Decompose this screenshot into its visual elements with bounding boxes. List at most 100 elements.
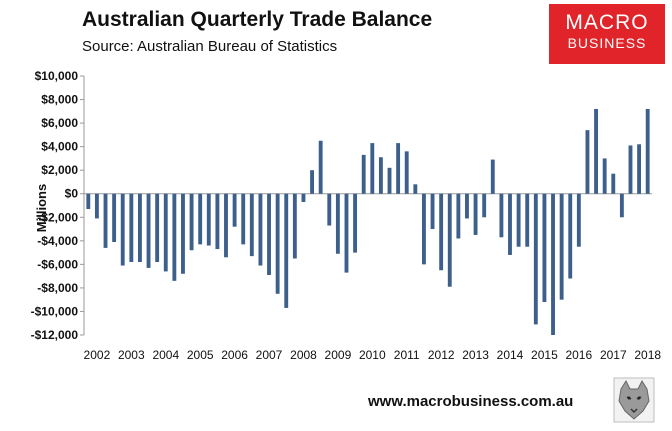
bar-2017-Q3 bbox=[619, 193, 624, 218]
bar-2005-Q4 bbox=[215, 193, 220, 250]
x-tick-label: 2010 bbox=[359, 348, 386, 362]
bar-2009-Q1 bbox=[327, 193, 332, 226]
logo-line-1: MACRO bbox=[565, 11, 649, 34]
bar-2012-Q3 bbox=[447, 193, 452, 287]
bar-2010-Q2 bbox=[370, 143, 375, 194]
bar-2010-Q3 bbox=[378, 157, 383, 194]
y-tick-label: -$6,000 bbox=[37, 257, 78, 271]
bar-2018-Q2 bbox=[645, 108, 650, 194]
bar-2017-Q2 bbox=[611, 173, 616, 194]
bar-2009-Q4 bbox=[353, 193, 358, 253]
bar-2008-Q4 bbox=[318, 140, 323, 194]
bar-2013-Q2 bbox=[473, 193, 478, 235]
bar-2017-Q1 bbox=[602, 158, 607, 194]
bar-2005-Q1 bbox=[189, 193, 194, 251]
x-tick-label: 2016 bbox=[565, 348, 592, 362]
logo-line-2: BUSINESS bbox=[567, 35, 647, 51]
bar-2018-Q1 bbox=[637, 144, 642, 194]
bar-2014-Q1 bbox=[499, 193, 504, 238]
bar-2007-Q1 bbox=[258, 193, 263, 266]
bar-2005-Q3 bbox=[206, 193, 211, 246]
bar-2009-Q2 bbox=[335, 193, 340, 254]
bar-2009-Q3 bbox=[344, 193, 349, 273]
x-tick-label: 2017 bbox=[600, 348, 627, 362]
bar-2002-Q2 bbox=[94, 193, 99, 219]
wolf-icon bbox=[613, 377, 655, 423]
bar-2013-Q4 bbox=[490, 159, 495, 194]
bar-2006-Q3 bbox=[241, 193, 246, 245]
bar-2003-Q3 bbox=[138, 193, 142, 263]
y-tick-label: $10,000 bbox=[35, 69, 79, 83]
x-tick-label: 2018 bbox=[634, 348, 661, 362]
y-tick-label: $0 bbox=[65, 187, 79, 201]
x-tick-label: 2002 bbox=[84, 348, 111, 362]
y-tick-label: $6,000 bbox=[41, 116, 78, 130]
bar-2002-Q3 bbox=[103, 193, 108, 248]
x-tick-label: 2008 bbox=[290, 348, 317, 362]
footer-url: www.macrobusiness.com.au bbox=[368, 393, 574, 410]
bar-2010-Q4 bbox=[387, 167, 392, 194]
bar-2002-Q1 bbox=[86, 193, 91, 210]
bar-2016-Q3 bbox=[585, 130, 590, 194]
bar-2015-Q4 bbox=[559, 193, 564, 300]
y-tick-label: $4,000 bbox=[41, 140, 78, 154]
macrobusiness-logo: MACRO BUSINESS bbox=[549, 4, 665, 64]
bar-2006-Q4 bbox=[249, 193, 254, 257]
bar-2013-Q3 bbox=[482, 193, 487, 218]
bar-2003-Q2 bbox=[129, 193, 134, 263]
x-tick-label: 2005 bbox=[187, 348, 214, 362]
bar-2016-Q4 bbox=[594, 108, 598, 194]
bar-2010-Q1 bbox=[361, 154, 366, 194]
bar-2015-Q2 bbox=[542, 193, 547, 303]
bar-2004-Q2 bbox=[163, 193, 168, 272]
x-tick-label: 2007 bbox=[256, 348, 283, 362]
bar-2015-Q3 bbox=[551, 193, 555, 335]
bar-2006-Q2 bbox=[232, 193, 237, 227]
y-tick-label: $2,000 bbox=[41, 163, 78, 177]
bar-2014-Q2 bbox=[508, 193, 512, 255]
y-tick-label: -$2,000 bbox=[37, 210, 78, 224]
bar-2003-Q4 bbox=[146, 193, 151, 268]
bar-2004-Q3 bbox=[172, 193, 177, 281]
bar-2011-Q1 bbox=[396, 143, 401, 194]
bar-2012-Q2 bbox=[439, 193, 444, 271]
bar-2007-Q2 bbox=[267, 193, 271, 275]
bar-2014-Q4 bbox=[525, 193, 530, 247]
x-tick-label: 2014 bbox=[497, 348, 524, 362]
bar-2012-Q4 bbox=[456, 193, 461, 239]
bar-2006-Q1 bbox=[224, 193, 228, 258]
bar-2012-Q1 bbox=[430, 193, 435, 230]
bar-2013-Q1 bbox=[465, 193, 469, 219]
chart-title: Australian Quarterly Trade Balance bbox=[82, 8, 433, 31]
bar-2005-Q2 bbox=[198, 193, 203, 245]
x-tick-label: 2011 bbox=[394, 348, 420, 362]
bar-2016-Q2 bbox=[576, 193, 581, 247]
bar-2014-Q3 bbox=[516, 193, 521, 247]
bar-2008-Q2 bbox=[301, 193, 306, 202]
bar-2007-Q3 bbox=[275, 193, 280, 294]
bar-2011-Q4 bbox=[422, 193, 426, 265]
bar-2008-Q1 bbox=[292, 193, 297, 259]
y-tick-label: -$4,000 bbox=[37, 234, 78, 248]
bar-2008-Q3 bbox=[310, 170, 314, 194]
x-tick-label: 2003 bbox=[118, 348, 145, 362]
y-tick-label: -$12,000 bbox=[31, 328, 79, 342]
x-tick-label: 2012 bbox=[428, 348, 455, 362]
x-tick-label: 2009 bbox=[325, 348, 352, 362]
y-tick-label: $8,000 bbox=[41, 93, 78, 107]
bar-2007-Q4 bbox=[284, 193, 289, 308]
bar-2004-Q4 bbox=[181, 193, 185, 274]
bar-2011-Q3 bbox=[413, 184, 418, 194]
bar-2016-Q1 bbox=[568, 193, 573, 279]
bar-2003-Q1 bbox=[120, 193, 125, 266]
x-tick-label: 2013 bbox=[462, 348, 489, 362]
bar-2011-Q2 bbox=[404, 151, 409, 194]
chart-source: Source: Australian Bureau of Statistics bbox=[82, 38, 338, 55]
bar-2015-Q1 bbox=[533, 193, 538, 325]
y-tick-label: -$10,000 bbox=[31, 304, 79, 318]
bar-2017-Q4 bbox=[628, 145, 633, 194]
x-tick-label: 2004 bbox=[152, 348, 179, 362]
x-tick-label: 2015 bbox=[531, 348, 558, 362]
y-tick-label: -$8,000 bbox=[37, 281, 78, 295]
